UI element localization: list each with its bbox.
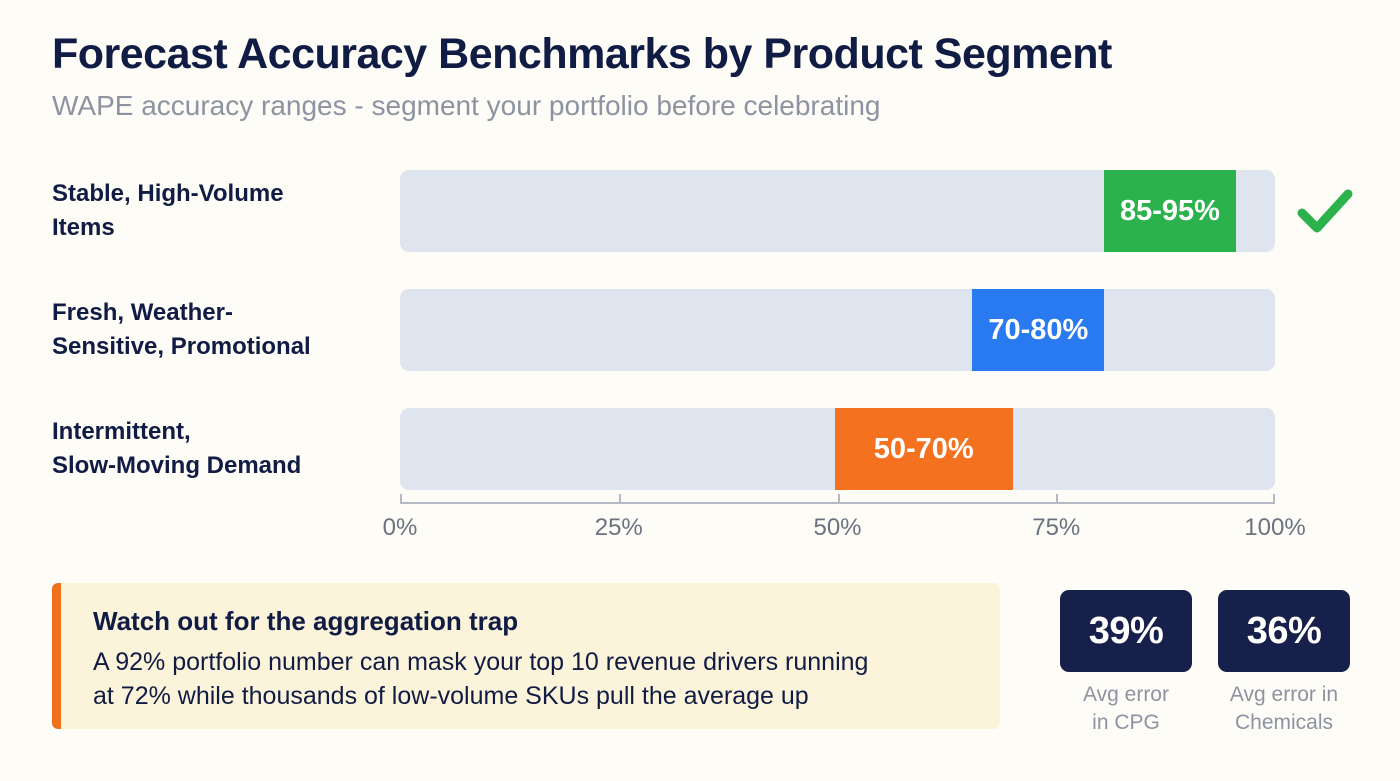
bar-row-label-line2: Slow-Moving Demand: [52, 452, 302, 479]
callout-text-line1: A 92% portfolio number can mask your top…: [93, 647, 869, 676]
axis-tick-label: 75%: [1032, 514, 1081, 541]
header: Forecast Accuracy Benchmarks by Product …: [52, 30, 1352, 123]
bar-track: 50-70%: [400, 408, 1275, 490]
bar-track: 85-95%: [400, 170, 1275, 252]
callout-title: Watch out for the aggregation trap: [93, 606, 519, 636]
axis-tick: [1273, 494, 1275, 504]
axis-tick-label: 100%: [1244, 514, 1306, 541]
bar-row-label: Fresh, Weather- Sensitive, Promotional: [52, 296, 382, 364]
stat-label: Avg error in Chemicals: [1218, 681, 1350, 736]
bar-row: Stable, High-Volume Items 85-95%: [0, 170, 1400, 252]
stat-label-line2: in CPG: [1092, 710, 1160, 734]
callout-body: Watch out for the aggregation trap A 92%…: [93, 605, 980, 713]
bar-row-label-line1: Stable, High-Volume: [52, 179, 284, 207]
benchmark-chart: Stable, High-Volume Items 85-95% Fresh, …: [0, 170, 1400, 560]
bar-segment-label: 70-80%: [988, 313, 1089, 346]
x-axis: 0% 25% 50% 75% 100%: [383, 494, 1306, 558]
callout-text-line2: at 72% while thousands of low-volume SKU…: [93, 682, 809, 711]
bar-segment-label: 50-70%: [873, 432, 974, 465]
bar-segment-label: 85-95%: [1120, 194, 1220, 227]
stat-label-line2: Chemicals: [1234, 710, 1334, 734]
bar-row: Intermittent, Slow-Moving Demand 50-70%: [0, 408, 1400, 490]
bar-row: Fresh, Weather- Sensitive, Promotional 7…: [0, 289, 1400, 371]
bar-segment: 50-70%: [834, 408, 1013, 490]
stat-value: 39%: [1088, 609, 1164, 652]
bar-row-label-line1: Fresh, Weather-: [52, 298, 233, 326]
axis-tick: [1056, 494, 1059, 504]
axis-tick-label: 25%: [594, 514, 643, 541]
stat-cards: 39% Avg error in CPG 36% Avg error in Ch…: [1060, 590, 1360, 736]
stat-label: Avg error in CPG: [1060, 681, 1192, 736]
axis-tick-label: 0%: [382, 514, 418, 541]
axis-tick: [400, 494, 402, 504]
axis-tick: [618, 494, 621, 504]
stat-label-line1: Avg error: [1083, 683, 1169, 706]
callout-accent-bar: [52, 583, 61, 729]
stat-card: 36% Avg error in Chemicals: [1218, 590, 1350, 736]
stat-value-box: 39%: [1060, 590, 1192, 672]
stat-label-line1: Avg error in: [1229, 683, 1339, 706]
page-subtitle: WAPE accuracy ranges - segment your port…: [52, 90, 881, 122]
stat-card: 39% Avg error in CPG: [1060, 590, 1192, 736]
axis-tick-label: 50%: [813, 514, 862, 541]
bar-row-label-line1: Intermittent,: [52, 417, 191, 445]
check-icon: [1297, 189, 1353, 233]
bar-row-label: Intermittent, Slow-Moving Demand: [52, 415, 382, 483]
stat-value: 36%: [1246, 609, 1322, 652]
bar-row-label: Stable, High-Volume Items: [52, 177, 382, 245]
bar-segment: 85-95%: [1104, 170, 1236, 252]
bar-track: 70-80%: [400, 289, 1275, 371]
stat-value-box: 36%: [1218, 590, 1350, 672]
bar-row-label-line2: Sensitive, Promotional: [52, 333, 311, 360]
bar-segment: 70-80%: [972, 289, 1105, 371]
callout-box: Watch out for the aggregation trap A 92%…: [52, 583, 1000, 729]
axis-tick: [837, 494, 840, 504]
page-title: Forecast Accuracy Benchmarks by Product …: [52, 30, 1112, 78]
bar-row-label-line2: Items: [52, 214, 115, 241]
